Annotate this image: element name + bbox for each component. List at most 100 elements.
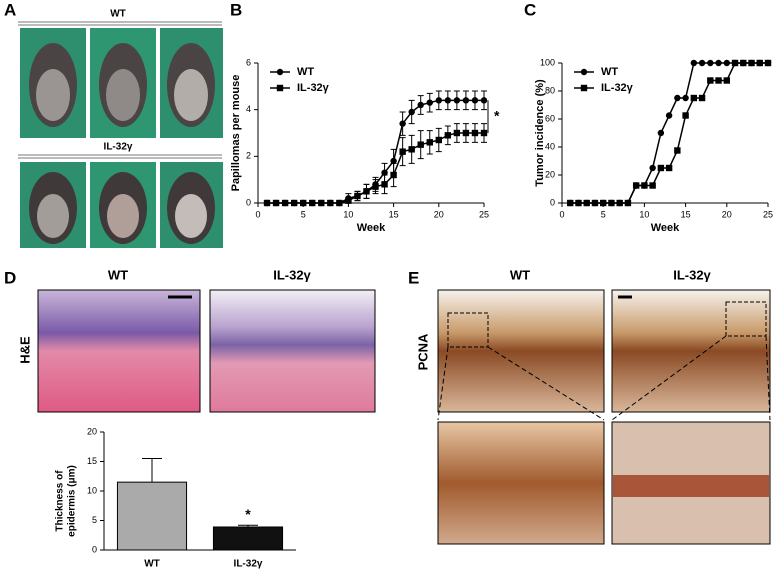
panel-label: E bbox=[408, 268, 419, 287]
marker bbox=[309, 199, 316, 207]
x-tick-label: WT bbox=[144, 559, 160, 570]
marker bbox=[444, 132, 452, 139]
marker bbox=[272, 199, 280, 207]
marker bbox=[435, 97, 442, 104]
marker bbox=[657, 164, 665, 172]
marker bbox=[616, 199, 623, 207]
legend-marker bbox=[276, 84, 284, 92]
marker bbox=[408, 146, 415, 153]
panel-label: B bbox=[230, 0, 242, 19]
marker bbox=[748, 59, 755, 67]
mouse-photos bbox=[20, 28, 223, 248]
x-tick-label: 20 bbox=[722, 209, 732, 219]
series-line bbox=[570, 62, 768, 204]
marker bbox=[390, 157, 397, 165]
x-tick-label: 25 bbox=[479, 209, 489, 219]
y-tick-label: 0 bbox=[550, 197, 555, 207]
marker bbox=[462, 129, 470, 137]
series-line bbox=[570, 62, 768, 204]
marker bbox=[263, 199, 271, 207]
x-tick-label: IL-32γ bbox=[234, 559, 263, 570]
legend-label: WT bbox=[297, 66, 314, 78]
histology-photos bbox=[37, 289, 376, 413]
marker bbox=[453, 129, 461, 137]
marker bbox=[740, 59, 747, 67]
marker bbox=[281, 199, 289, 207]
marker bbox=[471, 129, 479, 137]
marker bbox=[567, 199, 574, 207]
error-bar bbox=[142, 458, 162, 483]
y-tick-label: 20 bbox=[545, 169, 555, 179]
stain-label: PCNA bbox=[415, 333, 430, 370]
x-tick-label: 0 bbox=[255, 209, 260, 219]
marker bbox=[372, 183, 379, 190]
photo-label: IL-32γ bbox=[273, 267, 311, 282]
marker bbox=[665, 112, 673, 119]
x-tick-label: 20 bbox=[434, 209, 444, 219]
x-axis-label: Week bbox=[651, 222, 680, 234]
marker bbox=[764, 59, 772, 67]
marker bbox=[435, 136, 442, 144]
y-tick-label: 0 bbox=[92, 544, 97, 554]
legend-label: IL-32γ bbox=[297, 82, 330, 94]
photo-label: WT bbox=[110, 9, 126, 20]
y-tick-label: 60 bbox=[545, 113, 555, 123]
marker bbox=[336, 199, 343, 207]
marker bbox=[608, 199, 615, 207]
x-tick-label: 0 bbox=[559, 209, 564, 219]
x-tick-label: 5 bbox=[601, 209, 606, 219]
marker bbox=[624, 199, 632, 207]
y-tick-label: 15 bbox=[87, 456, 97, 466]
marker bbox=[290, 199, 298, 207]
x-tick-label: 15 bbox=[681, 209, 691, 219]
marker bbox=[471, 97, 479, 104]
marker bbox=[480, 97, 488, 104]
marker bbox=[707, 77, 714, 84]
marker bbox=[417, 101, 424, 109]
marker bbox=[453, 97, 461, 104]
marker bbox=[690, 94, 698, 102]
marker bbox=[723, 59, 730, 67]
marker bbox=[665, 164, 673, 172]
y-tick-label: 0 bbox=[246, 197, 251, 207]
marker bbox=[399, 148, 406, 155]
y-axis-label: Papillomas per mouse bbox=[230, 75, 242, 192]
marker bbox=[381, 181, 388, 188]
marker bbox=[649, 164, 656, 172]
marker bbox=[715, 59, 722, 67]
legend-label: WT bbox=[601, 66, 618, 78]
x-tick-label: 25 bbox=[763, 209, 773, 219]
marker bbox=[632, 182, 640, 189]
marker bbox=[381, 169, 388, 176]
bar bbox=[116, 481, 188, 551]
photo-label: WT bbox=[510, 267, 530, 282]
marker bbox=[591, 199, 599, 207]
marker bbox=[444, 97, 452, 104]
photo-label: WT bbox=[108, 267, 128, 282]
photo-label: IL-32γ bbox=[673, 267, 711, 282]
legend-label: IL-32γ bbox=[601, 82, 634, 94]
marker bbox=[682, 112, 689, 119]
marker bbox=[690, 59, 698, 67]
y-tick-label: 80 bbox=[545, 85, 555, 95]
marker bbox=[715, 77, 722, 84]
marker bbox=[390, 171, 397, 179]
y-tick-label: 100 bbox=[540, 57, 555, 67]
x-tick-label: 10 bbox=[639, 209, 649, 219]
marker bbox=[698, 94, 706, 102]
marker bbox=[345, 197, 352, 204]
marker bbox=[723, 77, 730, 84]
marker bbox=[731, 59, 739, 67]
panel-label: C bbox=[524, 0, 536, 19]
marker bbox=[575, 199, 582, 207]
panel-label: D bbox=[4, 268, 16, 287]
bar bbox=[212, 526, 284, 551]
y-axis-label: Tumor incidence (%) bbox=[534, 79, 546, 187]
panel-label: A bbox=[4, 0, 16, 19]
y-tick-label: 5 bbox=[92, 515, 97, 525]
marker bbox=[354, 192, 361, 200]
x-axis-label: Week bbox=[357, 222, 386, 234]
marker bbox=[426, 139, 433, 146]
marker bbox=[698, 59, 706, 67]
